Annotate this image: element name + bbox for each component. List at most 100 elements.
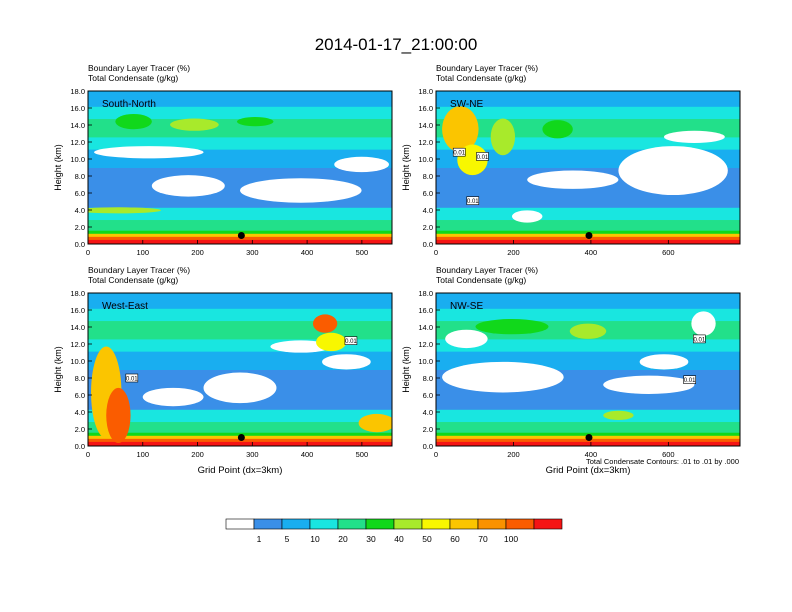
field-region [603,410,634,420]
x-tick-label: 300 [246,248,259,257]
panel-label: South-North [102,99,156,110]
figure-title: 2014-01-17_21:00:00 [315,35,478,54]
site-marker [237,232,245,239]
y-tick-label: 16.0 [418,306,433,315]
field-band [88,239,392,244]
x-tick-label: 0 [434,248,438,257]
y-tick-label: 12.0 [418,340,433,349]
colorbar-swatch [393,518,423,530]
y-tick-label: 6.0 [423,189,433,198]
contour-label-box [466,196,480,205]
x-tick-label: 600 [662,248,675,257]
field-band [88,351,392,370]
field-region [358,413,392,433]
field-band [88,441,392,446]
field-band [436,338,740,352]
panel-west-east: Boundary Layer Tracer (%)Total Condensat… [53,265,393,476]
field-region [691,311,716,336]
panel-label: West-East [102,301,148,312]
field-region [106,387,131,443]
panel-header-line: Boundary Layer Tracer (%) [436,63,538,73]
field-region [88,207,161,214]
y-tick-label: 2.0 [423,425,433,434]
field-band [436,293,740,309]
field [88,293,392,446]
contour-label: 0.01 [467,199,479,205]
field-region [639,354,689,370]
field-region [170,118,219,131]
panel-header-line: Total Condensate (g/kg) [436,73,526,83]
panel-header-line: Total Condensate (g/kg) [436,275,526,285]
contour-label-box [125,373,139,383]
colorbar-swatch [337,518,367,530]
field-band [436,409,740,423]
x-tick-label: 0 [86,450,90,459]
y-tick-label: 14.0 [418,121,433,130]
colorbar: 1 5 10 20 30 40 50 60 70 100 [225,518,563,544]
field-region [512,210,543,223]
field-band [88,293,392,309]
y-tick-label: 10.0 [70,155,85,164]
panel-header-line: Total Condensate (g/kg) [88,275,178,285]
field-region [142,387,204,407]
y-tick-label: 10.0 [418,155,433,164]
panel-sw-ne: Boundary Layer Tracer (%)Total Condensat… [401,63,741,257]
y-tick-label: 8.0 [75,374,85,383]
field-band [436,421,740,433]
x-tick-label: 400 [301,450,314,459]
panel-south-north: Boundary Layer Tracer (%)Total Condensat… [53,63,393,257]
y-tick-label: 18.0 [418,87,433,96]
site-marker [585,232,593,239]
x-tick-label: 0 [86,248,90,257]
x-tick-label: 200 [507,450,520,459]
field-band [436,308,740,322]
x-tick-label: 400 [585,248,598,257]
y-tick-label: 2.0 [75,223,85,232]
colorbar-swatch [309,518,339,530]
field-band [88,432,392,436]
field [436,293,740,446]
colorbar-level-label: 60 [450,534,460,544]
x-tick-label: 100 [137,248,150,257]
field-region [236,117,274,127]
contour-label-box [683,375,696,385]
field-region [115,113,152,130]
contour-label-box [476,152,489,161]
colorbar-level-label: 1 [257,534,262,544]
colorbar-swatch [421,518,451,530]
y-tick-label: 6.0 [423,391,433,400]
y-tick-label: 2.0 [423,223,433,232]
colorbar-swatch [477,518,507,530]
contour-label-box [693,334,706,344]
panel-label: SW-NE [450,99,483,110]
y-tick-label: 16.0 [70,306,85,315]
y-tick-label: 12.0 [70,340,85,349]
field-region [569,323,607,339]
contour-label-box [344,336,358,345]
field-band [436,432,740,436]
field [88,91,392,244]
y-tick-label: 6.0 [75,391,85,400]
y-tick-label: 8.0 [75,172,85,181]
y-tick-label: 4.0 [75,408,85,417]
contour-label: 0.01 [126,377,138,383]
field-region [475,319,549,335]
y-axis-label: Height (km) [401,346,411,393]
field-region [445,329,488,349]
field-region [316,332,347,352]
y-tick-label: 0.0 [75,442,85,451]
y-tick-label: 0.0 [423,240,433,249]
x-tick-label: 100 [137,450,150,459]
y-tick-label: 16.0 [418,104,433,113]
y-tick-label: 6.0 [75,189,85,198]
colorbar-swatch [365,518,395,530]
y-tick-label: 10.0 [70,357,85,366]
panel-header-line: Boundary Layer Tracer (%) [436,265,538,275]
field-band [88,118,392,138]
colorbar-level-label: 30 [366,534,376,544]
field-band [436,239,740,244]
colorbar-level-label: 70 [478,534,488,544]
y-axis-label: Height (km) [53,346,63,393]
field-band [88,230,392,234]
field-band [88,91,392,107]
